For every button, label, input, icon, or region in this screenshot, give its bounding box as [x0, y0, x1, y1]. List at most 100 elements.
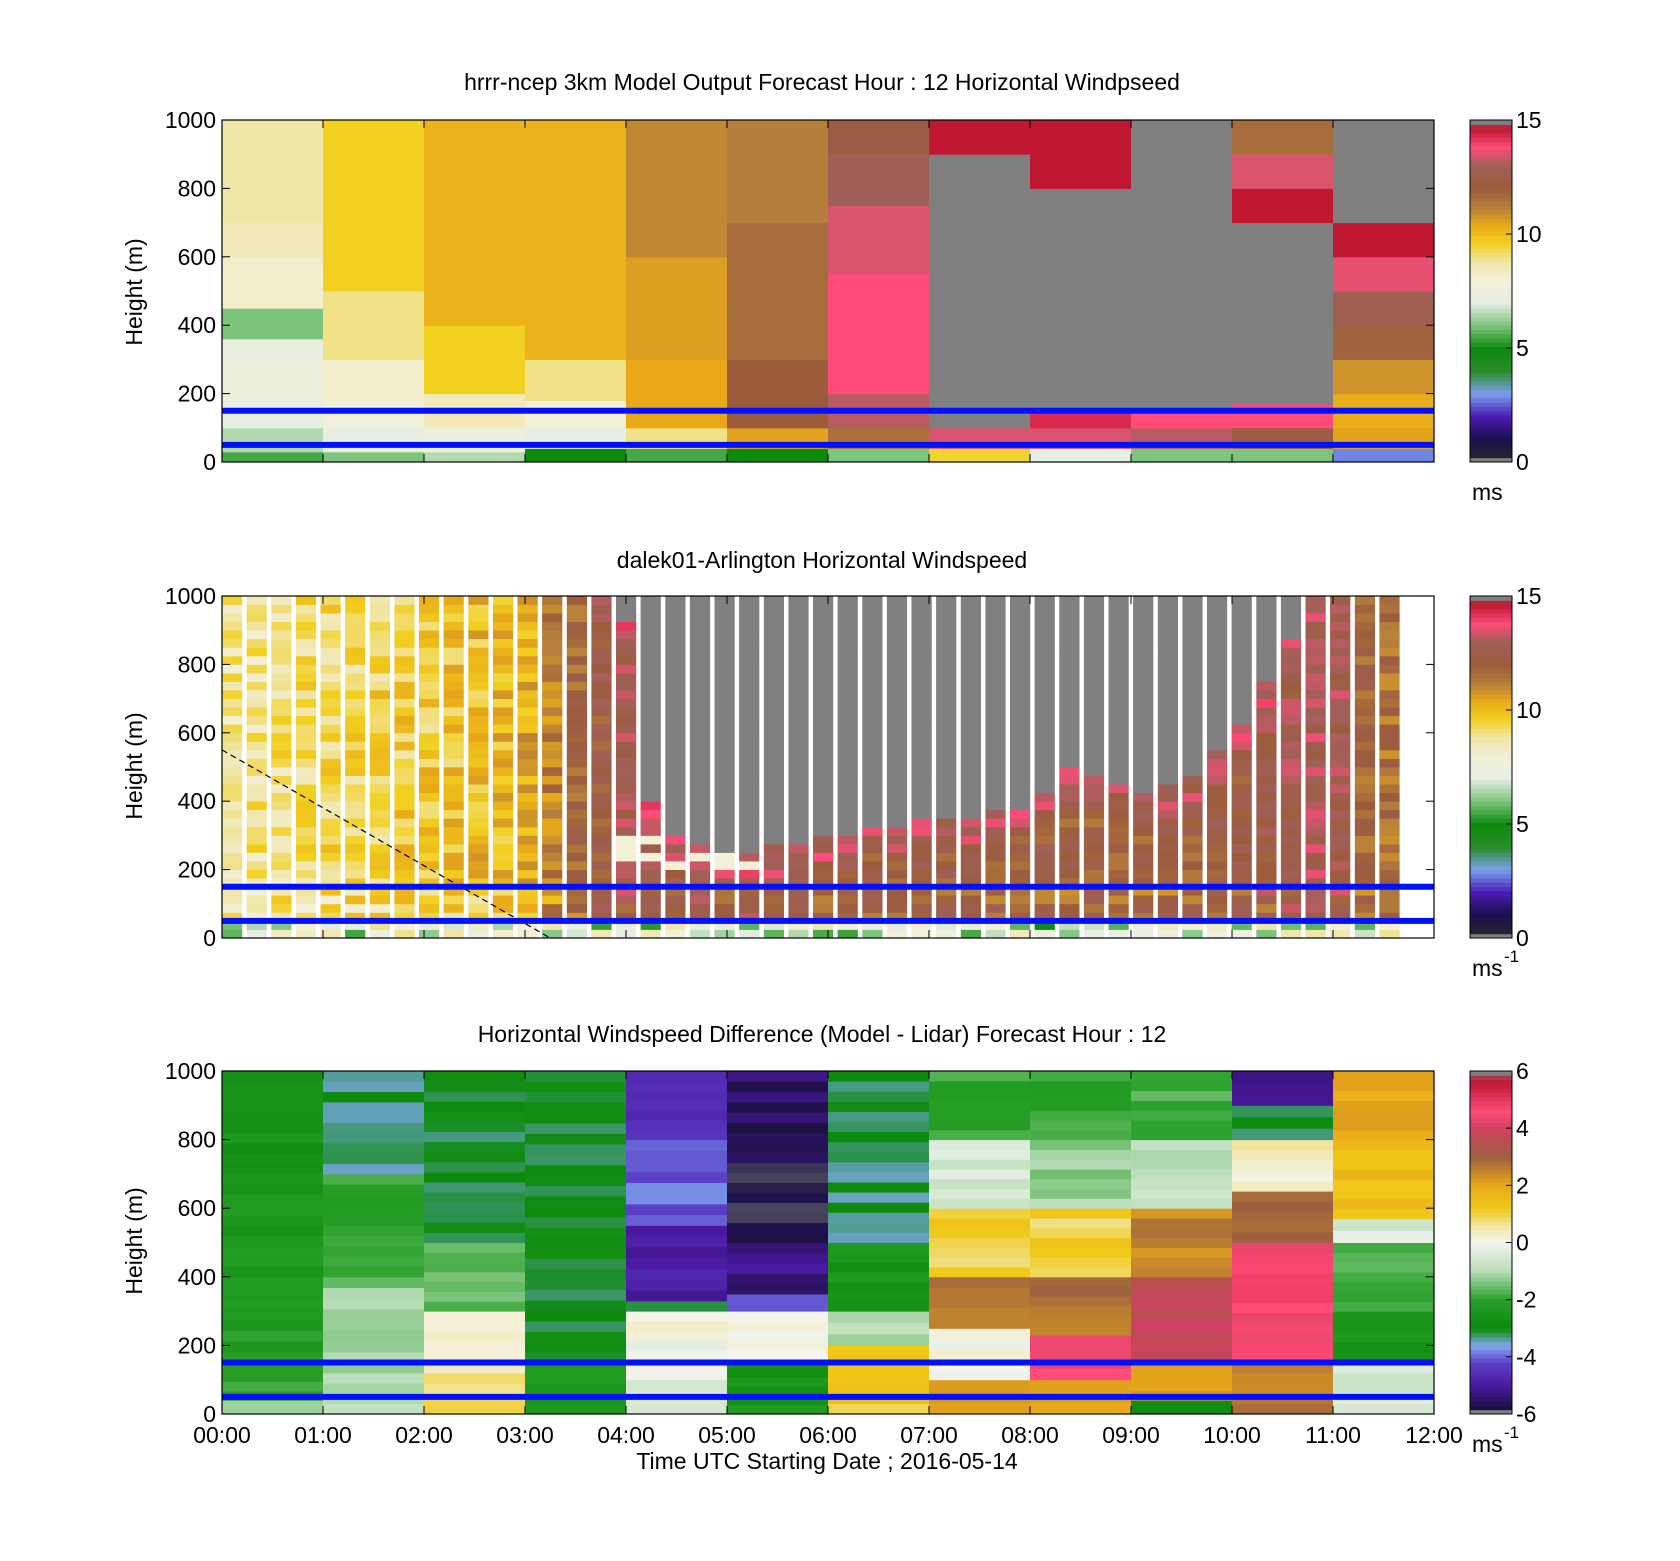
heatmap-cell	[1280, 767, 1302, 776]
heatmap-cell	[246, 844, 267, 853]
heatmap-cell	[323, 300, 425, 312]
heatmap-cell	[1157, 869, 1178, 879]
heatmap-cell	[727, 222, 829, 234]
heatmap-cell	[1059, 801, 1080, 811]
heatmap-cell	[828, 1212, 930, 1223]
heatmap-cell	[591, 929, 612, 939]
heatmap-cell	[1232, 1272, 1334, 1283]
heatmap-cell	[246, 596, 267, 605]
heatmap-cell	[1030, 427, 1132, 439]
heatmap-cell	[517, 741, 538, 751]
heatmap-cell	[837, 852, 858, 862]
heatmap-cell	[1379, 724, 1400, 734]
colorbar-step	[1470, 1178, 1512, 1183]
heatmap-cell	[424, 1281, 526, 1292]
heatmap-cell	[1280, 792, 1302, 802]
heatmap-cell	[492, 920, 514, 930]
heatmap-cell	[369, 647, 390, 657]
heatmap-cell	[689, 630, 711, 640]
heatmap-cell	[1354, 903, 1375, 913]
heatmap-cell	[468, 878, 489, 888]
heatmap-cell	[813, 861, 834, 870]
heatmap-cell	[1232, 1211, 1334, 1223]
heatmap-cell	[222, 1194, 324, 1206]
heatmap-cell	[394, 809, 415, 819]
heatmap-cell	[1232, 393, 1334, 405]
heatmap-cell	[1030, 1100, 1132, 1111]
heatmap-cell	[517, 767, 538, 776]
heatmap-cell	[862, 912, 883, 922]
colorbar-step	[1470, 865, 1512, 871]
heatmap-cell	[246, 681, 267, 691]
heatmap-cell	[320, 775, 341, 785]
heatmap-cell	[1232, 1342, 1334, 1353]
heatmap-cell	[424, 1182, 526, 1193]
heatmap-cell	[424, 202, 526, 213]
heatmap-cell	[739, 638, 760, 648]
heatmap-cell	[222, 1266, 324, 1278]
heatmap-cell	[394, 912, 415, 922]
heatmap-cell	[525, 182, 627, 194]
heatmap-cell	[1010, 826, 1031, 836]
heatmap-cell	[1182, 844, 1203, 853]
heatmap-cell	[828, 313, 930, 325]
heatmap-cell	[1133, 920, 1154, 930]
heatmap-cell	[640, 596, 661, 605]
heatmap-cell	[525, 1289, 627, 1301]
heatmap-cell	[911, 784, 932, 793]
heatmap-cell	[424, 140, 526, 152]
colorbar-step	[1470, 355, 1512, 360]
heatmap-cell	[1256, 715, 1277, 725]
heatmap-cell	[1083, 818, 1105, 828]
heatmap-cell	[222, 1256, 324, 1267]
heatmap-cell	[739, 775, 760, 785]
heatmap-cell	[424, 1202, 526, 1213]
heatmap-cell	[626, 398, 728, 409]
heatmap-cell	[788, 749, 809, 759]
heatmap-cell	[492, 681, 514, 691]
heatmap-cell	[419, 732, 440, 742]
heatmap-cell	[443, 869, 464, 879]
heatmap-cell	[985, 826, 1006, 836]
heatmap-cell	[1030, 1267, 1132, 1278]
heatmap-cell	[394, 698, 415, 708]
heatmap-cell	[1034, 826, 1055, 836]
heatmap-cell	[788, 920, 809, 930]
heatmap-cell	[591, 852, 612, 862]
heatmap-cell	[1030, 249, 1132, 260]
heatmap-cell	[443, 673, 464, 682]
y-tick-label: 200	[178, 381, 216, 407]
heatmap-cell	[739, 749, 760, 759]
heatmap-cell	[419, 775, 440, 785]
colorbar-step	[1470, 745, 1512, 751]
heatmap-cell	[1333, 1291, 1435, 1302]
heatmap-cell	[424, 1342, 526, 1353]
colorbar-step	[1470, 141, 1512, 147]
heatmap-cell	[468, 741, 489, 751]
heatmap-cell	[369, 596, 390, 605]
heatmap-cell	[929, 1276, 1031, 1288]
heatmap-cell	[714, 613, 735, 622]
heatmap-cell	[862, 886, 883, 896]
heatmap-cell	[271, 621, 292, 631]
heatmap-cell	[1108, 758, 1129, 768]
heatmap-cell	[1010, 741, 1031, 751]
heatmap-cell	[936, 920, 957, 930]
colorbar-step	[1470, 912, 1512, 918]
heatmap-cell	[1108, 784, 1129, 793]
colorbar-unit: ms	[1472, 479, 1503, 505]
heatmap-cell	[1133, 835, 1154, 845]
heatmap-cell	[1182, 869, 1203, 879]
heatmap-cell	[837, 784, 858, 793]
heatmap-cell	[665, 604, 686, 614]
heatmap-cell	[929, 336, 1031, 348]
heatmap-cell	[960, 732, 981, 742]
heatmap-cell	[1232, 120, 1334, 132]
heatmap-cell	[323, 200, 425, 212]
x-tick-label: 01:00	[294, 1422, 352, 1448]
heatmap-cell	[323, 270, 425, 282]
colorbar-step	[1470, 617, 1512, 623]
heatmap-cell	[492, 835, 514, 845]
heatmap-cell	[929, 1297, 1031, 1309]
heatmap-cell	[689, 664, 711, 674]
